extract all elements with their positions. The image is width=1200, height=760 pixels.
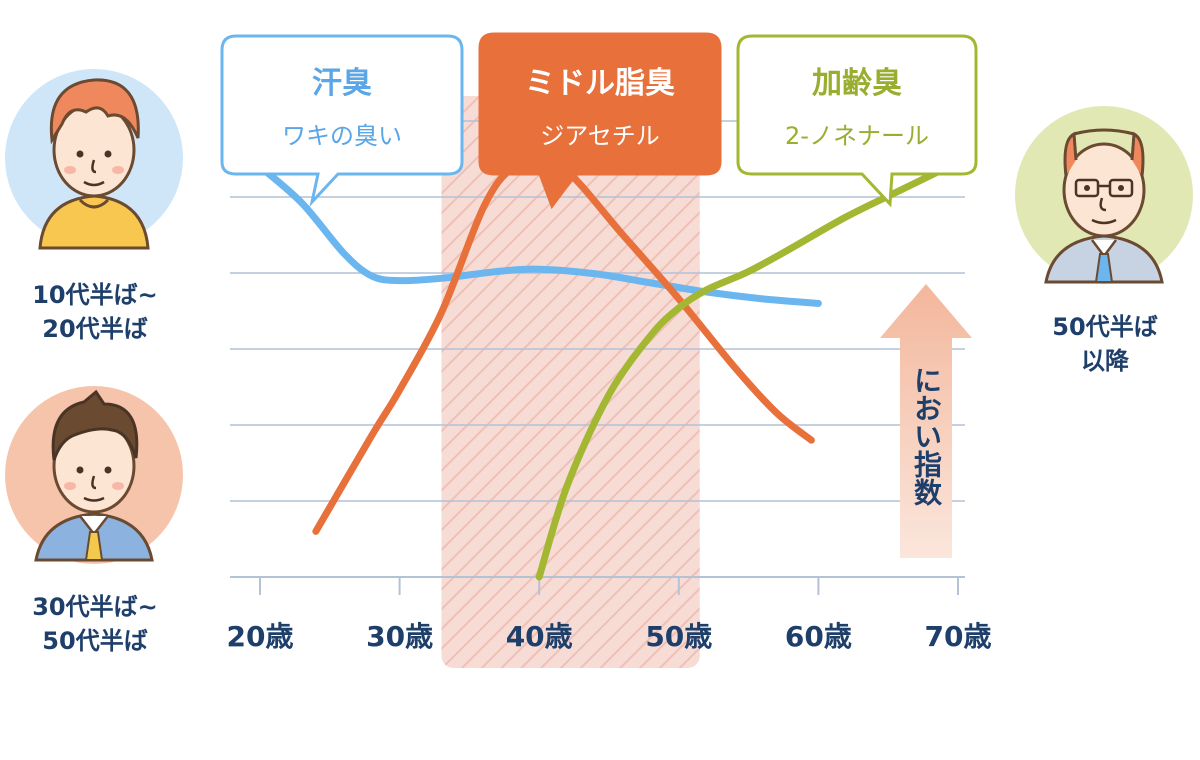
avatar-senior-man [1013,104,1195,286]
age-group-middle-line1: 30代半ば~ [32,593,158,621]
bubble-sweat-subtitle: ワキの臭い [282,122,402,150]
bubble-aging-title: 加齢臭 [812,66,902,101]
age-group-middle-label: 30代半ば~ 50代半ば [0,590,190,658]
x-tick-label: 40歳 [506,620,573,653]
odor-index-arrow [880,284,972,558]
avatar-young-man [3,67,185,250]
bubble-middle-subtitle: ジアセチル [540,122,660,150]
age-group-senior-line1: 50代半ば [1052,313,1158,341]
odor-index-label: におい指数 [910,366,943,506]
x-tick-label: 60歳 [785,620,852,653]
age-group-middle-line2: 50代半ば [42,627,148,655]
age-group-teens-label: 10代半ば~ 20代半ば [0,278,190,346]
series-line-aging [535,158,962,581]
age-group-senior-label: 50代半ば 以降 [1010,310,1200,378]
bubble-middle [478,32,722,210]
x-tick-label: 70歳 [925,620,992,653]
age-group-senior-line2: 以降 [1081,347,1129,375]
age-group-teens-line1: 10代半ば~ [32,281,158,309]
bubble-sweat-title: 汗臭 [312,66,372,101]
x-axis-ticks: 20歳 30歳 40歳 50歳 60歳 70歳 [227,577,992,653]
bubble-middle-title: ミドル脂臭 [525,66,675,101]
up-arrow-icon [880,284,972,558]
bubble-aging-shape [736,34,978,208]
age-group-teens-line2: 20代半ば [42,315,148,343]
bubble-sweat-shape [220,34,464,208]
avatar-middle-man [3,384,185,566]
bubble-middle-shape [478,32,722,210]
highlight-band-middle-age [441,96,700,668]
bubble-aging [736,34,978,208]
x-tick-label: 20歳 [227,620,294,653]
x-tick-label: 50歳 [645,620,712,653]
bubble-sweat [220,34,464,208]
bubble-aging-subtitle: 2-ノネナール [785,122,929,150]
x-tick-label: 30歳 [366,620,433,653]
